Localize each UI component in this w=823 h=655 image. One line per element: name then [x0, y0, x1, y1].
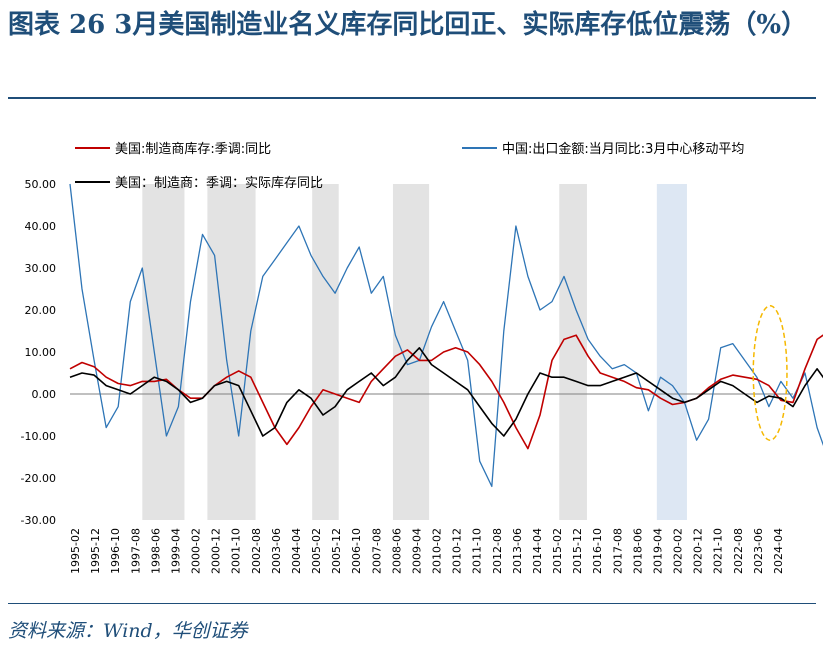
x-tick-label: 2015-02	[551, 528, 564, 574]
y-tick-label: -30.00	[21, 514, 56, 527]
y-tick-label: -10.00	[21, 430, 56, 443]
series-line	[69, 347, 823, 437]
shaded-period	[392, 184, 430, 520]
series-line	[69, 183, 823, 488]
x-tick-label: 2020-12	[692, 528, 705, 574]
x-tick-label: 2010-12	[451, 528, 464, 574]
legend-label: 美国:制造商库存:季调:同比	[115, 141, 271, 157]
x-tick-label: 1998-06	[149, 528, 162, 574]
y-tick-label: 30.00	[25, 262, 57, 275]
x-tick-label: 1995-02	[69, 528, 82, 574]
x-tick-label: 2013-06	[511, 528, 524, 574]
x-tick-label: 2009-04	[410, 528, 423, 574]
x-tick-label: 2004-04	[290, 528, 303, 574]
x-tick-label: 1995-12	[89, 528, 102, 574]
x-tick-label: 2024-04	[772, 528, 785, 574]
x-tick-label: 2001-10	[230, 528, 243, 574]
legend: 美国:制造商库存:季调:同比 中国:出口金额:当月同比:3月中心移动平均美国：制造…	[75, 141, 744, 191]
x-tick-label: 2005-12	[330, 528, 343, 574]
y-tick-label: 10.00	[25, 346, 57, 359]
y-tick-label: -20.00	[21, 472, 56, 485]
x-tick-label: 2016-10	[591, 528, 604, 574]
x-tick-label: 2000-02	[190, 528, 203, 574]
shaded-period	[207, 184, 256, 520]
shaded-period	[656, 184, 687, 520]
x-tick-label: 2010-02	[431, 528, 444, 574]
x-tick-label: 2017-08	[611, 528, 624, 574]
shaded-period	[312, 184, 339, 520]
x-tick-label: 1999-04	[169, 528, 182, 574]
y-tick-label: 20.00	[25, 304, 57, 317]
source-note: 资料来源：Wind，华创证券	[8, 620, 248, 642]
x-tick-label: 2021-10	[712, 528, 725, 574]
x-tick-label: 2015-12	[571, 528, 584, 574]
x-tick-label: 1996-10	[109, 528, 122, 574]
y-axis: 50.00 40.00 30.00 20.00 10.00 0.00 -10.00 -20.0…	[21, 178, 793, 527]
x-tick-label: 2020-02	[672, 528, 685, 574]
legend-label: 中国:出口金额:当月同比:3月中心移动平均	[502, 141, 744, 157]
y-tick-label: 50.00	[25, 178, 57, 191]
x-tick-label: 2003-06	[270, 528, 283, 574]
x-tick-label: 2006-10	[350, 528, 363, 574]
annotation	[752, 305, 788, 441]
x-tick-label: 2012-08	[491, 528, 504, 574]
shaded-period	[559, 184, 587, 520]
x-tick-label: 2008-06	[390, 528, 403, 574]
x-tick-label: 2023-06	[752, 528, 765, 574]
x-tick-label: 2022-08	[732, 528, 745, 574]
x-tick-label: 1997-08	[129, 528, 142, 574]
y-tick-label: 0.00	[32, 388, 57, 401]
shaded-period	[142, 184, 185, 520]
series-lines	[69, 183, 823, 488]
x-tick-label: 2000-12	[210, 528, 223, 574]
legend-label: 美国：制造商：季调：实际库存同比	[115, 175, 323, 191]
x-tick-label: 2014-04	[531, 528, 544, 574]
x-tick-label: 2011-10	[471, 528, 484, 574]
highlight-ellipse	[752, 305, 788, 441]
x-tick-label: 2002-08	[250, 528, 263, 574]
x-tick-label: 2019-04	[651, 528, 664, 574]
x-axis: 1995-02 1995-12 1996-10 1997-08 1998-06 1999-…	[69, 528, 785, 574]
x-tick-label: 2005-02	[310, 528, 323, 574]
y-tick-label: 40.00	[25, 220, 57, 233]
bottom-rule	[8, 603, 816, 604]
chart: 50.00 40.00 30.00 20.00 10.00 0.00 -10.00 -20.0…	[21, 141, 823, 574]
page-title: 图表 26 3月美国制造业名义库存同比回正、实际库存低位震荡（%）	[8, 10, 808, 40]
x-tick-label: 2007-08	[370, 528, 383, 574]
shaded-periods	[142, 184, 687, 520]
x-tick-label: 2018-06	[631, 528, 644, 574]
title-rule	[8, 97, 816, 99]
